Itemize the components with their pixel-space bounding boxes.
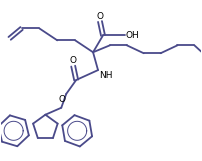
Text: OH: OH: [126, 31, 140, 40]
Text: O: O: [70, 56, 77, 65]
Text: O: O: [97, 12, 103, 20]
Text: NH: NH: [99, 71, 113, 80]
Text: O: O: [58, 95, 65, 104]
